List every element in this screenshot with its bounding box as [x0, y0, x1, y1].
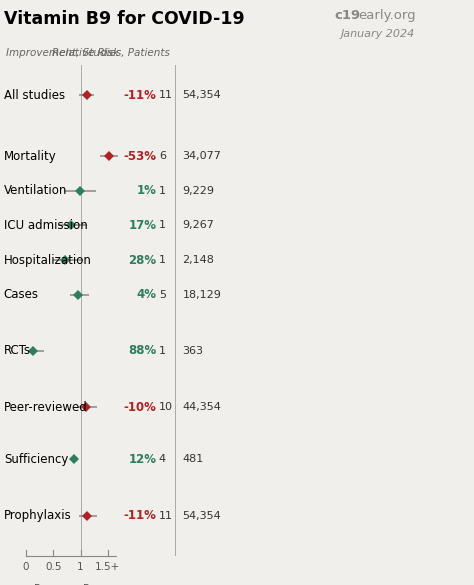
Text: 18,129: 18,129: [182, 290, 221, 300]
Text: Favors
vitamin B9: Favors vitamin B9: [22, 584, 79, 585]
Text: 17%: 17%: [128, 219, 156, 232]
Text: 0.5: 0.5: [45, 562, 62, 572]
Text: 1%: 1%: [137, 184, 156, 197]
Text: All studies: All studies: [4, 89, 65, 102]
Text: 1.5+: 1.5+: [95, 562, 120, 572]
Text: ICU admission: ICU admission: [4, 219, 88, 232]
Text: 11: 11: [159, 511, 173, 521]
Text: 12%: 12%: [128, 453, 156, 466]
Text: 1: 1: [159, 185, 166, 195]
Text: 0: 0: [23, 562, 29, 572]
Text: 9,229: 9,229: [182, 185, 215, 195]
Text: 1: 1: [77, 562, 84, 572]
Text: Sufficiency: Sufficiency: [4, 453, 68, 466]
Text: Improvement, Studies, Patients: Improvement, Studies, Patients: [6, 48, 170, 58]
Text: Favors
control: Favors control: [82, 584, 118, 585]
Text: early.org: early.org: [358, 9, 416, 22]
Text: Cases: Cases: [4, 288, 39, 301]
Text: 88%: 88%: [128, 345, 156, 357]
Text: 481: 481: [182, 455, 204, 464]
Text: -11%: -11%: [124, 89, 156, 102]
Text: Peer-reviewed: Peer-reviewed: [4, 401, 88, 414]
Text: 10: 10: [159, 402, 173, 412]
Text: Ventilation: Ventilation: [4, 184, 67, 197]
Text: 4%: 4%: [137, 288, 156, 301]
Text: 363: 363: [182, 346, 203, 356]
Text: Prophylaxis: Prophylaxis: [4, 509, 72, 522]
Text: -53%: -53%: [123, 150, 156, 163]
Text: RCTs: RCTs: [4, 345, 31, 357]
Text: -11%: -11%: [124, 509, 156, 522]
Text: Mortality: Mortality: [4, 150, 56, 163]
Text: Vitamin B9 for COVID-19: Vitamin B9 for COVID-19: [4, 11, 245, 29]
Text: 54,354: 54,354: [182, 90, 221, 101]
Text: Hospitalization: Hospitalization: [4, 253, 91, 267]
Text: 11: 11: [159, 90, 173, 101]
Text: 44,354: 44,354: [182, 402, 221, 412]
Text: 1: 1: [159, 346, 166, 356]
Text: 54,354: 54,354: [182, 511, 221, 521]
Text: 9,267: 9,267: [182, 221, 214, 230]
Text: 28%: 28%: [128, 253, 156, 267]
Text: Relative Risk: Relative Risk: [53, 48, 119, 58]
Text: c19: c19: [334, 9, 360, 22]
Text: 1: 1: [159, 221, 166, 230]
Text: 1: 1: [159, 255, 166, 265]
Text: 4: 4: [159, 455, 166, 464]
Text: 6: 6: [159, 151, 166, 161]
Text: 2,148: 2,148: [182, 255, 214, 265]
Text: 5: 5: [159, 290, 166, 300]
Text: January 2024: January 2024: [341, 29, 416, 39]
Text: 34,077: 34,077: [182, 151, 221, 161]
Text: -10%: -10%: [124, 401, 156, 414]
